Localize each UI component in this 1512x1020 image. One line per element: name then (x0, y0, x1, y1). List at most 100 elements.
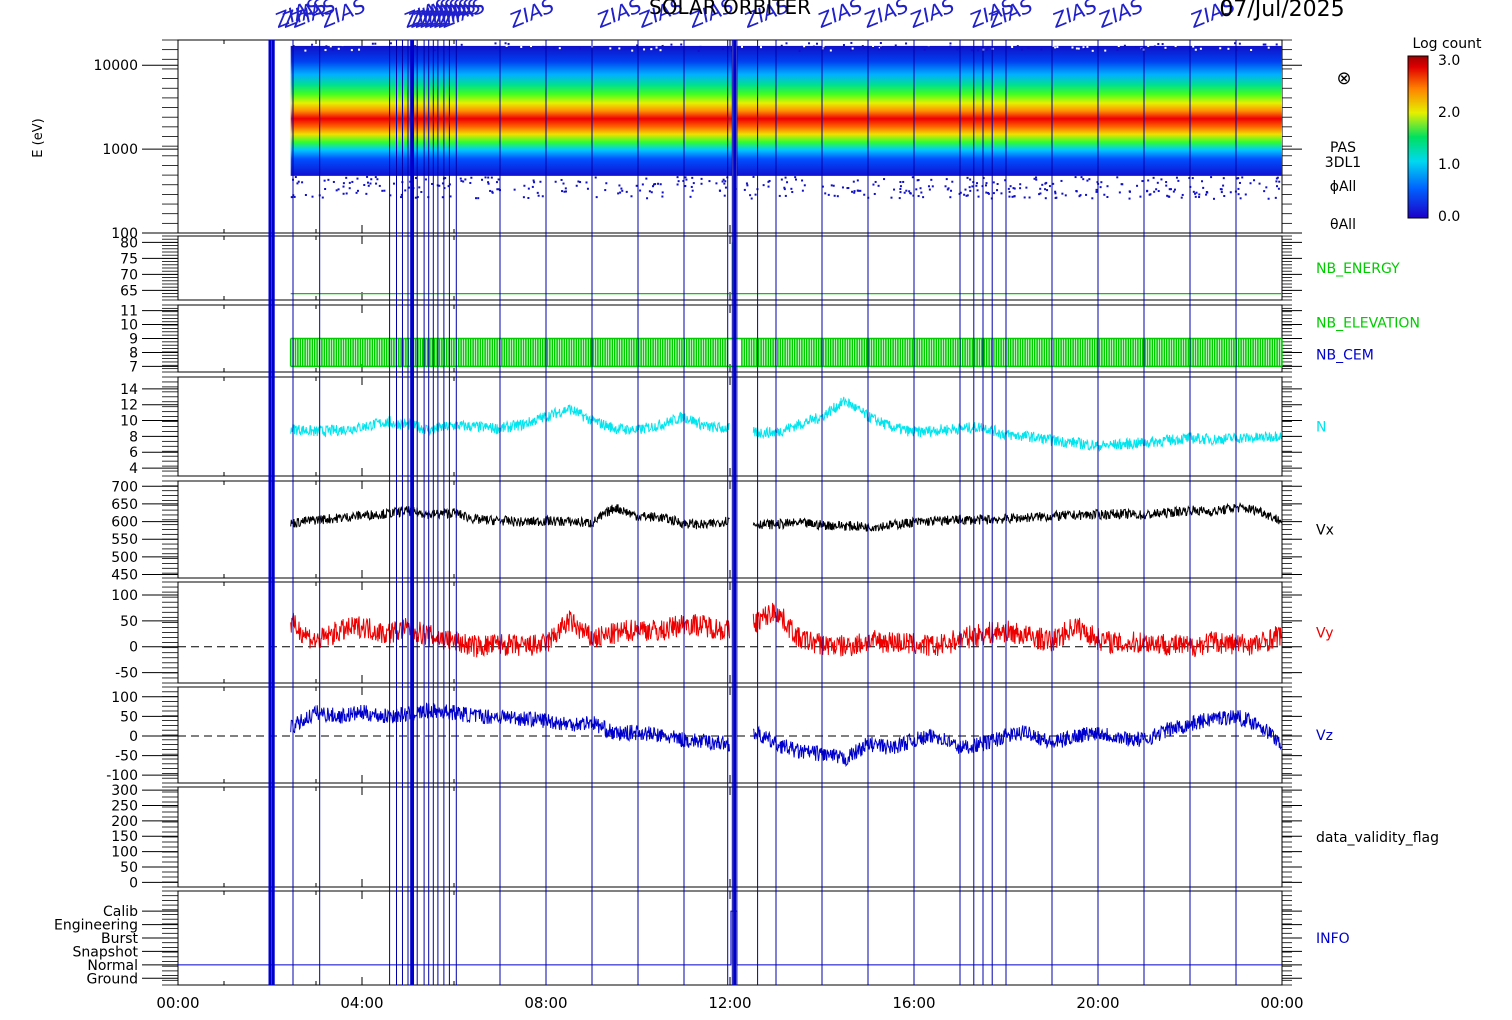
ytick-label: 0 (129, 640, 138, 656)
spectrogram-speckle (976, 182, 979, 185)
spectrogram-speckle (619, 191, 622, 194)
spectrogram-speckle (477, 197, 480, 200)
spectrogram-speckle (1172, 47, 1175, 50)
spectrogram-speckle (351, 180, 354, 183)
spectrogram-speckle (1028, 47, 1031, 50)
ytick-label: Burst (101, 931, 139, 947)
spectrogram-speckle (670, 43, 673, 46)
spectrogram-speckle (930, 178, 933, 181)
spectrogram-speckle (877, 184, 880, 187)
spectrogram-speckle (1008, 190, 1011, 193)
ytick-label: 10000 (93, 58, 138, 74)
spectrogram-speckle (1085, 193, 1088, 196)
spectrogram-speckle (1164, 46, 1167, 49)
spectrogram-speckle (1038, 193, 1041, 196)
spectrogram-speckle (1206, 191, 1209, 194)
spectrogram-speckle (851, 190, 854, 193)
spectrogram-speckle (444, 177, 447, 180)
spectrogram-speckle (375, 182, 378, 185)
series-line-Vx (290, 501, 1282, 532)
spectrogram-speckle (489, 189, 492, 192)
spectrogram-speckle (400, 193, 403, 196)
spectrogram-speckle (374, 176, 377, 179)
spectrogram-speckle (530, 45, 533, 48)
spectrogram-speckle (723, 182, 726, 185)
spectrogram-speckle (356, 177, 359, 180)
spectrogram-speckle (389, 194, 392, 197)
spectrogram-speckle (898, 197, 901, 200)
spectrogram-speckle (1169, 188, 1172, 191)
spectrogram-speckle (1172, 190, 1175, 193)
spectrogram-speckle (750, 197, 753, 200)
spectrogram-speckle (786, 181, 789, 184)
spectrogram-speckle (296, 42, 299, 45)
spectrogram-speckle (927, 44, 930, 47)
ytick-label: 75 (120, 251, 138, 267)
right-label-spectrogram: 3DL1 (1325, 155, 1361, 171)
spectrogram-speckle (1165, 184, 1168, 187)
spectrogram-speckle (874, 180, 877, 183)
spectrogram-speckle (441, 182, 444, 185)
spectrogram-speckle (504, 42, 507, 45)
spectrogram-speckle (625, 190, 628, 193)
spectrogram-speckle (822, 45, 825, 48)
spectrogram-speckle (803, 45, 806, 48)
spectrogram-speckle (304, 42, 307, 45)
spectrogram-speckle (715, 182, 718, 185)
spectrogram-speckle (1198, 196, 1201, 199)
spectrogram-speckle (1191, 43, 1194, 46)
spectrogram-speckle (447, 185, 450, 188)
spectrogram-speckle (441, 196, 444, 199)
spectrogram-speckle (523, 184, 526, 187)
spectrogram-speckle (1026, 47, 1029, 50)
spectrogram-speckle (824, 192, 827, 195)
spectrogram-speckle (522, 196, 525, 199)
header-mark: ZIAS (1094, 0, 1147, 33)
spectrogram-speckle (1191, 177, 1194, 180)
spectrogram-speckle (996, 182, 999, 185)
spectrogram-speckle (987, 46, 990, 49)
colorbar-tick-label: 0.0 (1438, 209, 1460, 225)
spectrogram-speckle (950, 189, 953, 192)
ytick-label: 50 (120, 614, 138, 630)
spectrogram-speckle (743, 188, 746, 191)
spectrogram-speckle (842, 44, 845, 47)
spectrogram-speckle (856, 179, 859, 182)
spectrogram-speckle (490, 176, 493, 179)
spectrogram-speckle (970, 49, 973, 52)
spectrogram-speckle (982, 177, 985, 180)
spectrogram-speckle (1229, 191, 1232, 194)
spectrogram-speckle (341, 44, 344, 47)
spectrogram-speckle (1044, 197, 1047, 200)
spectrogram-speckle (1118, 191, 1121, 194)
spectrogram-speckle (1079, 194, 1082, 197)
spectrogram-speckle (636, 44, 639, 47)
spectrogram-speckle (1039, 192, 1042, 195)
spectrogram-speckle (672, 43, 675, 46)
spectrogram-speckle (1199, 47, 1202, 50)
spectrogram-speckle (682, 179, 685, 182)
spectrogram-speckle (754, 193, 757, 196)
ytick-label: 250 (111, 798, 138, 814)
ytick-label: 450 (111, 567, 138, 583)
spectrogram-speckle (956, 48, 959, 51)
spectrogram-speckle (356, 189, 359, 192)
spectrogram-speckle (342, 192, 345, 195)
spectrogram-speckle (824, 47, 827, 50)
ytick-label: 8 (129, 429, 138, 445)
spectrogram-speckle (1075, 47, 1078, 50)
spectrogram-speckle (1143, 45, 1146, 48)
spectrogram-speckle (1274, 196, 1277, 199)
spectrogram-speckle (324, 187, 327, 190)
spectrogram-speckle (1160, 178, 1163, 181)
spectrogram-speckle (513, 188, 516, 191)
ytick-label: 8 (129, 345, 138, 361)
spectrogram-speckle (1077, 47, 1080, 50)
right-label-spectrogram: ϕAll (1330, 179, 1357, 195)
spectrogram-speckle (579, 47, 582, 50)
spectrogram-speckle (827, 193, 830, 196)
spectrogram-speckle (367, 184, 370, 187)
spectrogram-speckle (1237, 193, 1240, 196)
spectrogram-speckle (899, 191, 902, 194)
spectrogram-speckle (800, 45, 803, 48)
